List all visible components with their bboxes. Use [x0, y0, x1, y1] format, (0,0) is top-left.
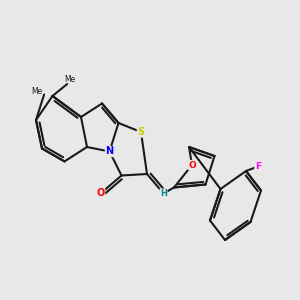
Text: N: N: [105, 146, 114, 157]
Text: F: F: [255, 162, 261, 171]
Text: O: O: [188, 160, 196, 169]
Text: Me: Me: [64, 75, 76, 84]
Text: S: S: [137, 127, 145, 137]
Text: H: H: [160, 189, 167, 198]
Text: Me: Me: [31, 87, 42, 96]
Text: O: O: [96, 188, 105, 199]
